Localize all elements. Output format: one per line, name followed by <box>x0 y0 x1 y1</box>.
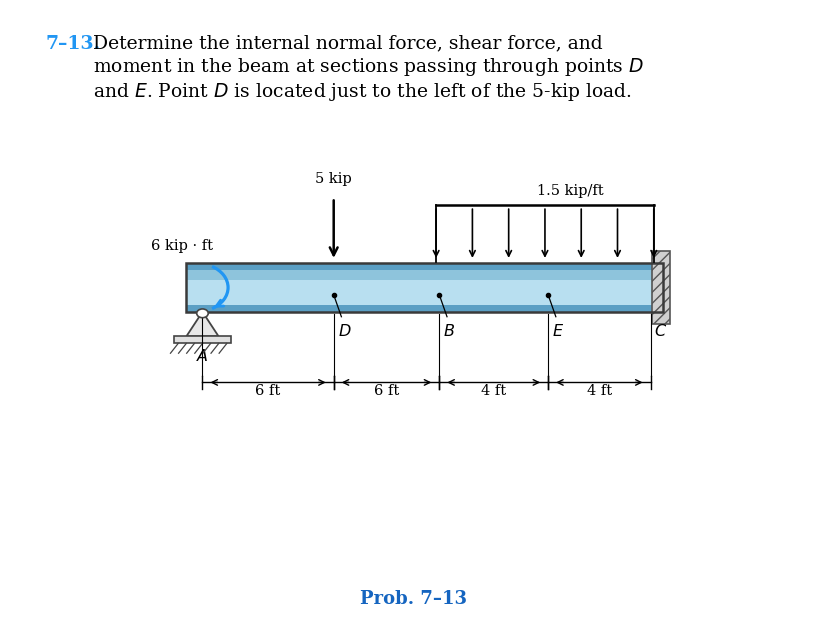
Polygon shape <box>187 312 218 336</box>
Text: 6 ft: 6 ft <box>255 384 281 398</box>
Circle shape <box>197 309 208 318</box>
Bar <box>187 263 663 312</box>
Text: Prob. 7–13: Prob. 7–13 <box>359 590 467 608</box>
Text: $C$: $C$ <box>654 322 667 339</box>
Text: $A$: $A$ <box>196 348 209 365</box>
Text: $E$: $E$ <box>552 322 564 339</box>
Text: 4 ft: 4 ft <box>482 384 506 398</box>
Text: 7–13.: 7–13. <box>45 35 101 52</box>
Text: Determine the internal normal force, shear force, and
moment in the beam at sect: Determine the internal normal force, she… <box>93 35 644 103</box>
Bar <box>187 305 663 312</box>
Bar <box>187 263 663 270</box>
Text: 1.5 kip/ft: 1.5 kip/ft <box>537 183 604 197</box>
Text: 6 kip · ft: 6 kip · ft <box>151 240 213 253</box>
Bar <box>187 280 663 305</box>
Bar <box>173 336 231 344</box>
Text: $D$: $D$ <box>338 322 351 339</box>
Bar <box>653 251 671 324</box>
Text: $B$: $B$ <box>444 322 455 339</box>
Bar <box>187 270 663 280</box>
Text: 6 ft: 6 ft <box>374 384 399 398</box>
Text: 5 kip: 5 kip <box>316 173 352 186</box>
Text: 4 ft: 4 ft <box>586 384 612 398</box>
